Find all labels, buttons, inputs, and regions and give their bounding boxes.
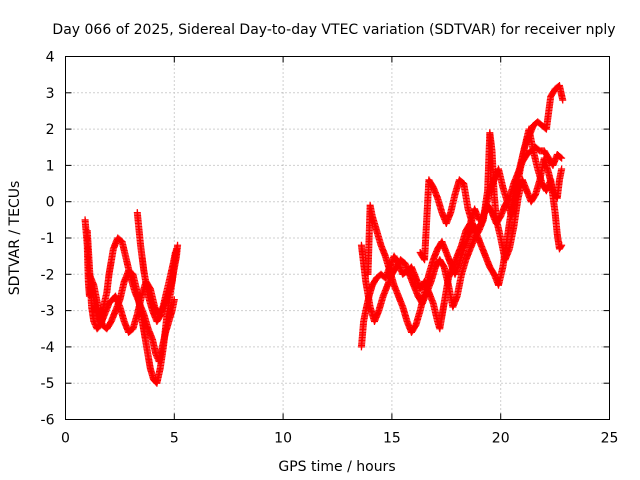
y-tick-label: -4 — [41, 340, 55, 356]
data-point — [558, 154, 566, 162]
data-marks — [81, 82, 567, 387]
y-tick-label: 1 — [46, 158, 55, 174]
series-track-4 — [133, 209, 179, 325]
data-point — [557, 242, 565, 250]
y-tick-label: 2 — [46, 122, 55, 138]
y-tick-label: -3 — [41, 304, 55, 320]
y-tick-label: 3 — [46, 86, 55, 102]
series-track-8 — [416, 125, 566, 264]
y-tick-label: -1 — [41, 231, 55, 247]
data-point — [174, 241, 182, 249]
x-tick-label: 25 — [601, 431, 619, 447]
chart-title: Day 066 of 2025, Sidereal Day-to-day VTE… — [52, 22, 615, 38]
x-tick-label: 15 — [383, 431, 401, 447]
y-tick-label: -2 — [41, 267, 55, 283]
y-tick-label: 0 — [46, 195, 55, 211]
y-axis-label: SDTVAR / TECUs — [7, 181, 23, 296]
x-tick-label: 10 — [274, 431, 292, 447]
axis-ticks: -6 -5 -4 -3 -2 -1 0 1 2 3 4 0 5 10 15 20 25 — [41, 50, 619, 447]
series-track-3 — [85, 241, 182, 387]
data-point — [171, 249, 179, 257]
y-tick-label: 4 — [46, 50, 55, 66]
data-point — [558, 241, 566, 249]
data-point — [558, 165, 566, 173]
x-tick-label: 0 — [61, 431, 70, 447]
y-tick-label: -5 — [41, 376, 55, 392]
x-tick-label: 5 — [170, 431, 179, 447]
plot-frame — [65, 56, 610, 420]
grid — [65, 56, 610, 420]
x-axis-label: GPS time / hours — [278, 459, 395, 475]
y-tick-label: -6 — [41, 413, 55, 429]
data-point — [557, 153, 565, 161]
x-tick-label: 20 — [492, 431, 510, 447]
data-point — [559, 96, 567, 104]
